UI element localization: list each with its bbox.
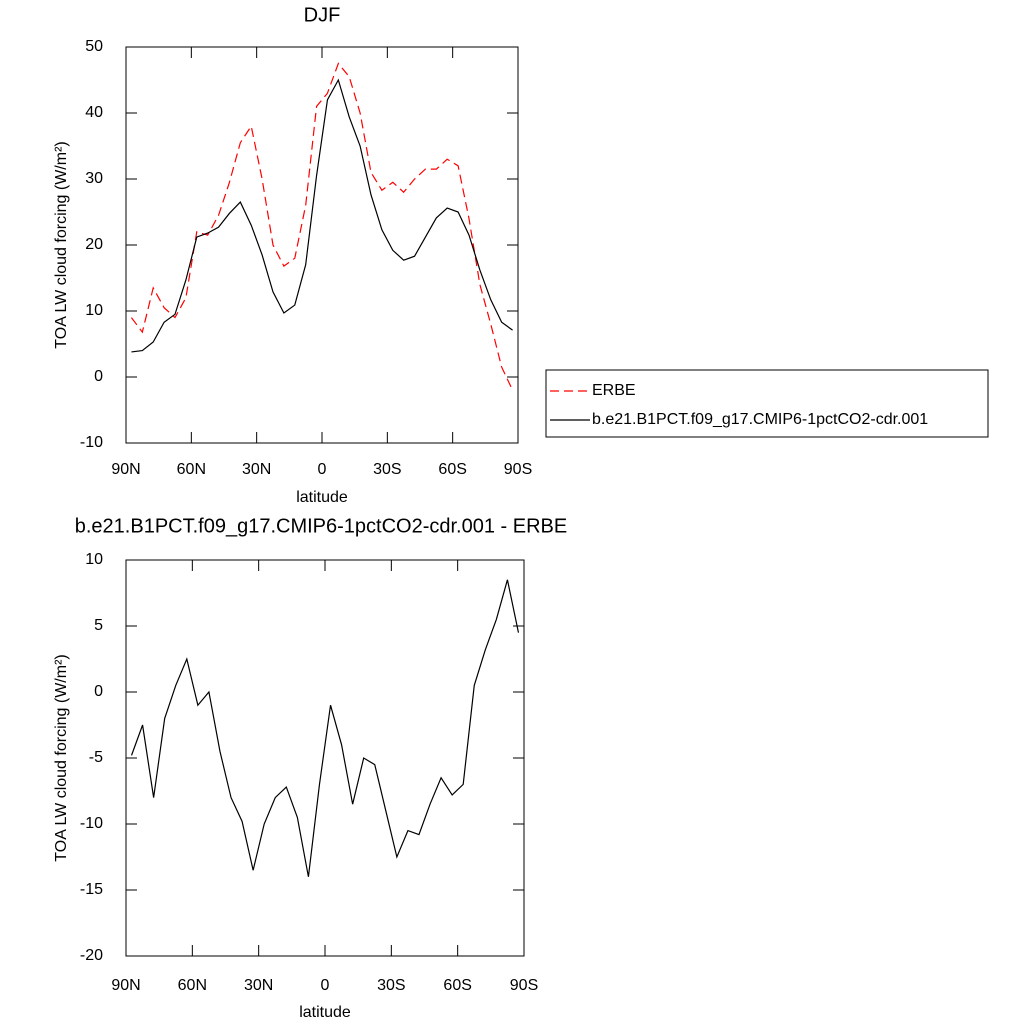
y-tick-label: 0 bbox=[94, 683, 103, 700]
x-tick-label: 30S bbox=[373, 461, 401, 478]
x-tick-label: 30N bbox=[244, 977, 273, 994]
chart-title: DJF bbox=[304, 4, 341, 26]
x-tick-label: 0 bbox=[318, 461, 327, 478]
legend-label: ERBE bbox=[592, 382, 636, 399]
plot-frame bbox=[125, 559, 525, 957]
x-tick-label: 30N bbox=[242, 461, 271, 478]
y-tick-label: 30 bbox=[85, 170, 103, 187]
y-tick-label: -15 bbox=[80, 881, 103, 898]
x-tick-label: 90N bbox=[111, 977, 140, 994]
data-line bbox=[130, 62, 514, 391]
y-tick-label: 10 bbox=[85, 302, 103, 319]
y-axis-label: TOA LW cloud forcing (W/m²) bbox=[53, 141, 70, 348]
y-tick-label: -5 bbox=[89, 749, 103, 766]
y-axis-label: TOA LW cloud forcing (W/m²) bbox=[53, 654, 70, 861]
data-line bbox=[131, 78, 513, 353]
x-tick-label: 90N bbox=[111, 461, 140, 478]
x-tick-label: 0 bbox=[321, 977, 330, 994]
data-line bbox=[130, 579, 520, 877]
x-tick-label: 90S bbox=[510, 977, 538, 994]
y-tick-label: 5 bbox=[94, 617, 103, 634]
y-tick-label: 10 bbox=[85, 551, 103, 568]
y-tick-label: -20 bbox=[80, 947, 103, 964]
x-tick-label: 90S bbox=[504, 461, 532, 478]
y-tick-label: -10 bbox=[80, 815, 103, 832]
x-axis-label: latitude bbox=[296, 489, 348, 506]
x-tick-label: 60S bbox=[443, 977, 471, 994]
plot-frame bbox=[125, 46, 519, 444]
x-tick-label: 30S bbox=[377, 977, 405, 994]
x-tick-label: 60S bbox=[438, 461, 466, 478]
y-tick-label: 20 bbox=[85, 236, 103, 253]
y-tick-label: 40 bbox=[85, 104, 103, 121]
y-tick-label: 50 bbox=[85, 38, 103, 55]
chart-title: b.e21.B1PCT.f09_g17.CMIP6-1pctCO2-cdr.00… bbox=[75, 515, 567, 537]
legend-box bbox=[545, 369, 989, 438]
x-axis-label: latitude bbox=[299, 1004, 351, 1021]
x-tick-label: 60N bbox=[178, 977, 207, 994]
y-tick-label: -10 bbox=[80, 434, 103, 451]
y-tick-label: 0 bbox=[94, 368, 103, 385]
x-tick-label: 60N bbox=[177, 461, 206, 478]
legend-label: b.e21.B1PCT.f09_g17.CMIP6-1pctCO2-cdr.00… bbox=[592, 411, 928, 428]
